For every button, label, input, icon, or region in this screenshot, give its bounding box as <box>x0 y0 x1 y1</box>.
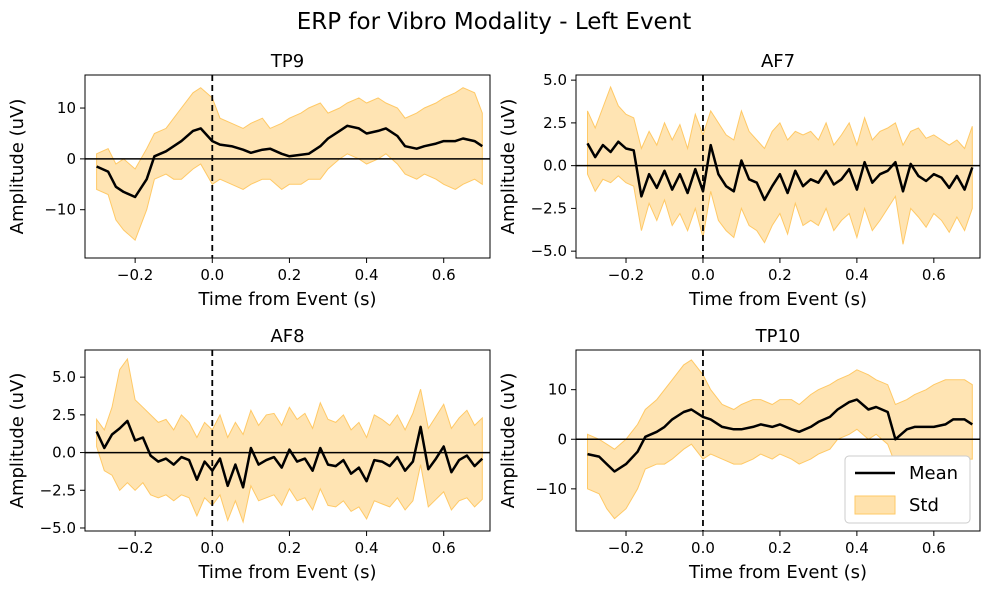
tp9-ytick-label: 0 <box>66 150 76 168</box>
tp10-ytick-label: 0 <box>557 430 567 448</box>
legend-std-swatch <box>854 495 896 515</box>
tp9-ytick-label: −10 <box>44 201 76 219</box>
af8-axes-frame <box>84 349 491 532</box>
af7-ylabel: Amplitude (uV) <box>498 99 519 235</box>
af7-plot-area <box>576 75 980 258</box>
tp10-title: TP10 <box>755 326 801 347</box>
figure-title: ERP for Vibro Modality - Left Event <box>297 9 692 35</box>
tp10-xlabel: Time from Event (s) <box>688 562 867 583</box>
tp10-axes-frame <box>575 349 981 532</box>
legend: Mean Std <box>844 455 971 524</box>
af8-xtick-label: 0.4 <box>355 539 379 557</box>
af8-ytick-label: −5.0 <box>40 519 76 537</box>
panel-tp10: −0.2 0.0 0.2 0.4 0.6 −10 0 10 TP10 Time from Even… <box>498 326 981 583</box>
af8-xtick-label: 0.6 <box>432 539 456 557</box>
tp10-plot-area <box>576 350 980 531</box>
tp10-xtick-label: 0.0 <box>691 539 715 557</box>
af7-ytick-label: 2.5 <box>543 114 567 132</box>
af7-ytick-label: 5.0 <box>543 71 567 89</box>
af8-plot-area <box>85 350 490 531</box>
tp9-xtick-label: 0.2 <box>277 266 301 284</box>
tp9-xtick-label: 0.4 <box>355 266 379 284</box>
af8-title: AF8 <box>270 326 304 347</box>
af8-xtick-label: 0.2 <box>277 539 301 557</box>
af7-xlabel: Time from Event (s) <box>688 289 867 310</box>
tp9-xtick-label: −0.2 <box>117 266 153 284</box>
af8-xlabel: Time from Event (s) <box>197 562 376 583</box>
tp10-ylabel: Amplitude (uV) <box>498 373 519 509</box>
tp9-plot-area <box>85 75 490 258</box>
tp10-mean-line <box>587 398 973 473</box>
tp10-xtick-label: 0.4 <box>845 539 869 557</box>
af7-ytick-label: −5.0 <box>531 242 567 260</box>
tp9-title: TP9 <box>270 51 304 72</box>
af8-ytick-label: 2.5 <box>52 406 76 424</box>
tp9-xtick-label: 0.6 <box>432 266 456 284</box>
tp10-ytick-label: −10 <box>535 480 567 498</box>
af8-std-band <box>96 357 483 524</box>
panel-af8: −0.2 0.0 0.2 0.4 0.6 −5.0 −2.5 0.0 2.5 5.0 AF8 Time… <box>7 326 491 583</box>
tp9-axes-frame <box>84 74 491 259</box>
af7-xtick-label: −0.2 <box>608 266 644 284</box>
legend-std-label: Std <box>909 495 939 516</box>
af7-xtick-label: 0.0 <box>691 266 715 284</box>
af7-mean-line <box>586 140 974 202</box>
af7-xtick-label: 0.2 <box>768 266 792 284</box>
tp10-xtick-label: 0.2 <box>768 539 792 557</box>
tp10-xtick-label: −0.2 <box>608 539 644 557</box>
af8-xtick-label: 0.0 <box>200 539 224 557</box>
panel-tp9: −0.2 0.0 0.2 0.4 0.6 −10 0 10 TP9 Time from Event… <box>7 51 491 310</box>
af7-ytick-label: 0.0 <box>543 157 567 175</box>
af8-ytick-label: −2.5 <box>40 481 76 499</box>
legend-mean-label: Mean <box>909 463 958 484</box>
af8-ytick-label: 5.0 <box>52 368 76 386</box>
af8-xtick-label: −0.2 <box>117 539 153 557</box>
af8-mean-line <box>95 419 484 489</box>
tp9-xlabel: Time from Event (s) <box>197 289 376 310</box>
tp10-xtick-label: 0.6 <box>922 539 946 557</box>
tp9-ytick-label: 10 <box>57 99 76 117</box>
af7-axes-frame <box>575 74 981 259</box>
tp10-ytick-label: 10 <box>548 381 567 399</box>
af7-xtick-label: 0.6 <box>922 266 946 284</box>
af7-xtick-label: 0.4 <box>845 266 869 284</box>
af8-ylabel: Amplitude (uV) <box>7 373 28 509</box>
tp9-mean-line <box>96 124 483 199</box>
af7-ytick-label: −2.5 <box>531 199 567 217</box>
tp9-std-band <box>96 87 483 242</box>
tp9-xtick-label: 0.0 <box>200 266 224 284</box>
af8-ytick-label: 0.0 <box>52 444 76 462</box>
tp9-ylabel: Amplitude (uV) <box>7 99 28 235</box>
af7-title: AF7 <box>761 51 795 72</box>
panel-af7: −0.2 0.0 0.2 0.4 0.6 −5.0 −2.5 0.0 2.5 5.0 AF7 Time… <box>498 51 981 310</box>
